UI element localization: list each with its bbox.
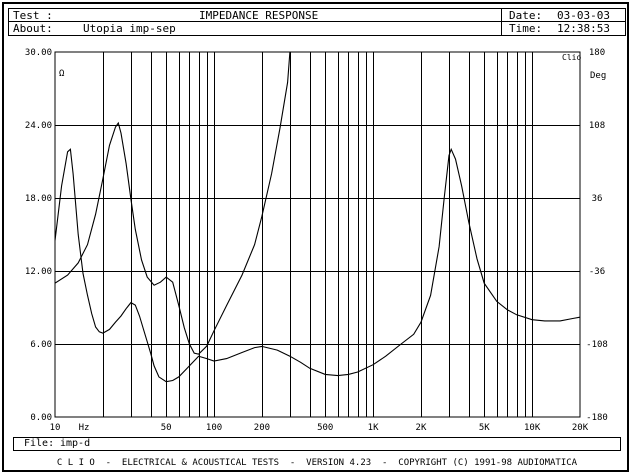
x-axis-tick-label: 50 <box>161 423 172 433</box>
header-column-divider <box>501 9 502 35</box>
right-axis-labels: 180 108 36 -36 -108 -180 <box>586 48 608 423</box>
x-axis-tick-label: 500 <box>317 423 333 433</box>
about-label: About: <box>13 22 53 35</box>
left-axis-tick-label: 18.00 <box>25 194 52 204</box>
test-label: Test : <box>13 9 53 22</box>
brand-label: Clio <box>562 53 581 62</box>
phase-curve <box>55 52 291 355</box>
left-axis-tick-label: 24.00 <box>25 121 52 131</box>
file-bar: File: imp-d <box>13 437 621 451</box>
time-label: Time: <box>509 22 543 35</box>
header-row-divider <box>9 21 625 22</box>
page-title: IMPEDANCE RESPONSE <box>199 9 319 22</box>
left-axis-tick-label: 12.00 <box>25 267 52 277</box>
x-axis-tick-label: 2K <box>416 423 427 433</box>
left-axis-tick-label: 30.00 <box>25 48 52 58</box>
right-axis-tick-label: 180 <box>589 48 605 58</box>
x-axis-tick-label: 5K <box>479 423 490 433</box>
right-axis-tick-label: -108 <box>586 340 608 350</box>
x-axis-labels: 10 Hz 50 100 200 500 1K 2K 5K 10K 20K <box>50 423 589 433</box>
date-value: 03-03-03 <box>557 9 610 22</box>
x-axis-tick-label: 10 <box>50 423 61 433</box>
window-frame <box>2 2 629 472</box>
left-axis-unit: Ω <box>59 69 65 79</box>
right-axis-unit: Deg <box>590 71 606 81</box>
x-axis-tick-label: Hz <box>79 423 90 433</box>
x-axis-tick-label: 10K <box>524 423 541 433</box>
header-panel: Test : IMPEDANCE RESPONSE About: Utopia … <box>8 8 626 36</box>
impedance-curve <box>55 147 580 383</box>
right-axis-tick-label: 36 <box>592 194 603 204</box>
x-axis-tick-label: 200 <box>254 423 270 433</box>
left-axis-tick-label: 0.00 <box>30 413 52 423</box>
plot-border <box>54 51 581 418</box>
right-axis-tick-label: -36 <box>589 267 605 277</box>
footer-banner: C L I O - ELECTRICAL & ACOUSTICAL TESTS … <box>56 458 578 468</box>
left-axis-tick-label: 6.00 <box>30 340 52 350</box>
x-axis-tick-label: 20K <box>572 423 589 433</box>
time-value: 12:38:53 <box>557 22 610 35</box>
chart-grid <box>55 52 580 417</box>
right-axis-tick-label: 108 <box>589 121 605 131</box>
file-value: imp-d <box>60 438 91 449</box>
chart-curves <box>55 52 580 383</box>
file-label: File: <box>24 438 55 449</box>
x-axis-tick-label: 100 <box>206 423 222 433</box>
about-value: Utopia imp-sep <box>83 22 176 35</box>
x-axis-tick-label: 1K <box>368 423 379 433</box>
date-label: Date: <box>509 9 543 22</box>
right-axis-tick-label: -180 <box>586 413 608 423</box>
left-axis-labels: 30.00 24.00 18.00 12.00 6.00 0.00 <box>25 48 52 423</box>
